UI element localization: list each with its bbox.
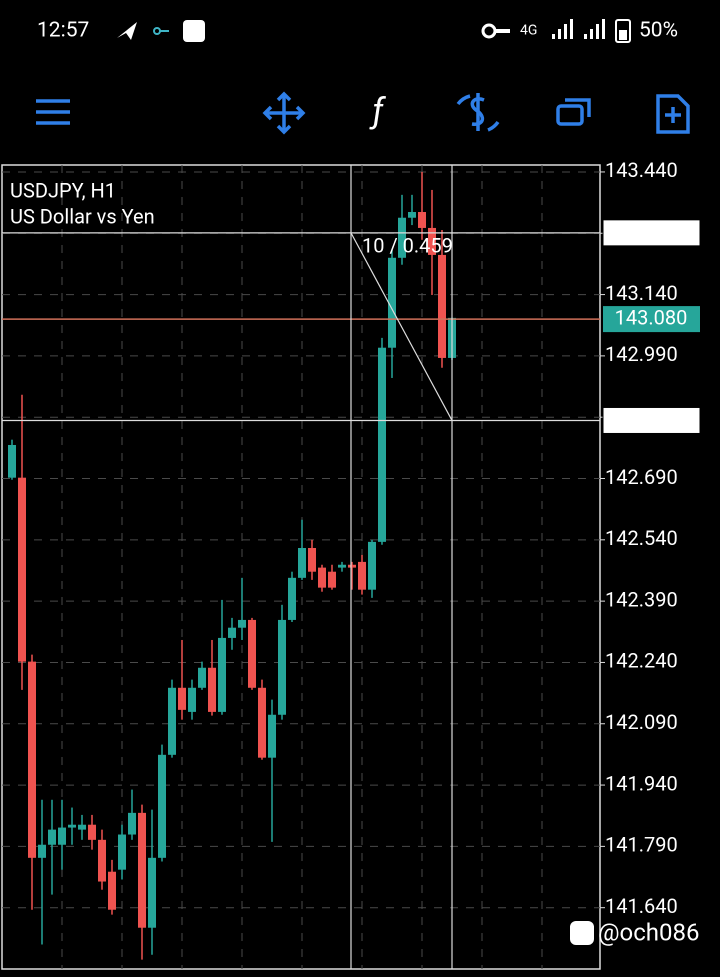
watermark-icon-letter: f bbox=[579, 923, 586, 944]
candle-body bbox=[378, 347, 386, 542]
y-tick-label: 142.390 bbox=[605, 587, 678, 611]
status-time: 12:57 bbox=[37, 19, 89, 43]
y-tick-label: 142.090 bbox=[605, 710, 678, 734]
battery-icon bbox=[615, 19, 631, 43]
candle-body bbox=[318, 567, 326, 588]
status-icons bbox=[117, 19, 631, 43]
candle-body bbox=[158, 754, 166, 858]
status-battery: 50% bbox=[639, 19, 678, 43]
candle-body bbox=[298, 547, 306, 578]
windows-button[interactable] bbox=[556, 98, 591, 126]
measure-line bbox=[350, 232, 453, 421]
candle-body bbox=[388, 257, 396, 348]
candle-body bbox=[8, 444, 16, 478]
candle-body bbox=[168, 687, 176, 755]
candle-body bbox=[258, 687, 266, 758]
signal-bar bbox=[602, 19, 605, 39]
candle-body bbox=[398, 217, 406, 258]
trade-button[interactable] bbox=[456, 93, 500, 132]
candle-body bbox=[328, 571, 336, 588]
crosshair-price-label: 143.291 bbox=[615, 219, 688, 243]
candle-body bbox=[238, 619, 246, 628]
battery-level bbox=[619, 30, 627, 40]
candle-body bbox=[288, 577, 296, 620]
candle-body bbox=[438, 254, 446, 358]
measure-label: 10 / 0.459 bbox=[362, 233, 453, 257]
watermark: @och086 bbox=[598, 918, 699, 946]
y-tick-label: 143.440 bbox=[605, 158, 678, 182]
candle-body bbox=[338, 564, 346, 568]
candle-body bbox=[118, 834, 126, 870]
candle-body bbox=[188, 687, 196, 712]
candle-body bbox=[418, 212, 426, 228]
toolbar: ƒ bbox=[36, 91, 690, 135]
new-order-button[interactable] bbox=[656, 94, 690, 134]
watermark-icon bbox=[570, 921, 594, 945]
signal-bar bbox=[552, 34, 555, 39]
candle-body bbox=[108, 871, 116, 910]
candle-body bbox=[28, 661, 36, 858]
candle-body bbox=[18, 477, 26, 662]
signal-bar bbox=[590, 29, 593, 39]
candle-body bbox=[208, 667, 216, 712]
signal-bar bbox=[570, 19, 573, 39]
candle-body bbox=[428, 227, 436, 255]
symbol-label: USDJPY, H1 bbox=[10, 178, 116, 202]
candle-body bbox=[48, 829, 56, 845]
y-tick-label: 142.540 bbox=[605, 526, 678, 550]
candle-body bbox=[138, 812, 146, 928]
symbol-description: US Dollar vs Yen bbox=[10, 204, 155, 228]
candle-body bbox=[88, 824, 96, 840]
candle-body bbox=[38, 844, 46, 858]
menu-button[interactable] bbox=[36, 99, 70, 125]
y-tick-label: 141.940 bbox=[605, 771, 678, 795]
current-price-box bbox=[603, 306, 700, 333]
candle-body bbox=[68, 824, 76, 828]
chart-frame bbox=[1, 164, 601, 970]
crosshair-price-box bbox=[602, 219, 701, 247]
y-tick-label: 142.240 bbox=[605, 649, 678, 673]
candle-body bbox=[58, 827, 66, 845]
y-tick-label: 142.990 bbox=[605, 342, 678, 366]
app-icon bbox=[183, 20, 205, 42]
signal-bar bbox=[596, 24, 599, 39]
signal-bar bbox=[564, 24, 567, 39]
candle-body bbox=[148, 857, 156, 928]
crosshair-button[interactable] bbox=[262, 91, 306, 135]
status-network: 4G bbox=[520, 23, 537, 39]
vpn-key-shaft bbox=[494, 29, 510, 33]
current-price-label: 143.080 bbox=[615, 305, 688, 329]
telegram-icon bbox=[117, 22, 137, 40]
candle-body bbox=[248, 619, 256, 688]
crosshair-price-label: 142.832 bbox=[615, 407, 688, 431]
crosshair-price-box bbox=[602, 406, 701, 434]
candle-body bbox=[368, 541, 376, 590]
candle-body bbox=[128, 812, 136, 835]
y-tick-label: 142.690 bbox=[605, 465, 678, 489]
candle-body bbox=[78, 824, 86, 830]
chart: 143.440143.290143.140142.990142.840142.6… bbox=[2, 158, 701, 969]
candle-body bbox=[198, 667, 206, 688]
candle-body bbox=[268, 714, 276, 758]
candle-body bbox=[228, 627, 236, 638]
y-tick-label: 141.790 bbox=[605, 833, 678, 857]
indicators-button[interactable]: ƒ bbox=[368, 91, 386, 131]
candle-body bbox=[98, 839, 106, 882]
candle-body bbox=[358, 561, 366, 590]
signal-bar bbox=[584, 34, 587, 39]
candle-body bbox=[348, 564, 356, 568]
y-tick-label: 141.640 bbox=[605, 894, 678, 918]
candle-body bbox=[408, 212, 416, 218]
candle-body bbox=[308, 547, 316, 572]
candle-body bbox=[218, 637, 226, 712]
candle-body bbox=[278, 619, 286, 715]
candle-body bbox=[178, 687, 186, 710]
signal-bar bbox=[558, 29, 561, 39]
y-tick-label: 143.140 bbox=[605, 281, 678, 305]
